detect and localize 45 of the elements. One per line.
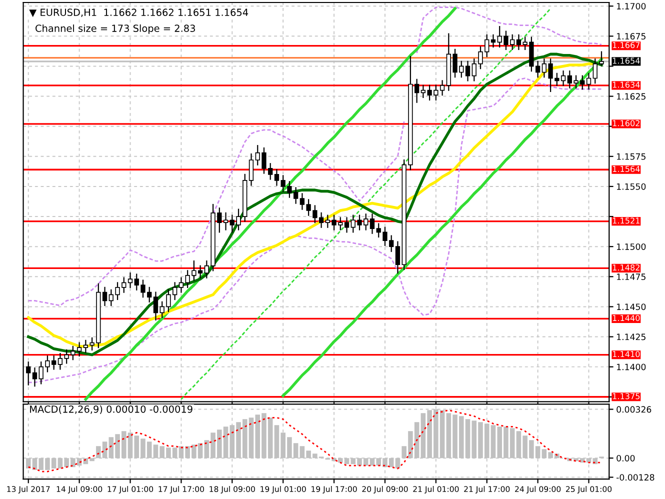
text: Channel size = 173 Slope = 2.83	[36, 24, 195, 34]
ref-line-label: 1.1521	[612, 218, 640, 224]
candlestick	[516, 34, 522, 50]
ref-line-label: 1.1564	[612, 166, 640, 172]
y-tick-label: 1.1625	[617, 93, 646, 100]
ref-line-label: 1.1667	[612, 42, 640, 48]
y-tick-label: 1.1400	[617, 364, 646, 370]
y-tick-label: 1.1575	[617, 153, 646, 160]
y-tick-label: 0.00	[616, 454, 635, 462]
y-tick-label: 1.1450	[617, 304, 646, 310]
ref-line-label: 1.1410	[612, 351, 640, 358]
candlestick	[223, 212, 228, 230]
candlestick	[344, 217, 350, 233]
candlestick	[26, 361, 31, 386]
y-tick-label: 0.00326	[616, 406, 652, 413]
candlestick	[58, 353, 63, 370]
candlestick	[586, 72, 592, 90]
ref-line-label: 1.1602	[612, 120, 640, 126]
candlestick	[490, 34, 496, 48]
line-series	[28, 78, 602, 384]
ref-line-label: 1.1654	[612, 58, 640, 64]
ref-line-label: 1.1634	[612, 82, 640, 88]
line-series	[282, 58, 603, 398]
chart-title: MACD(12,26,9) 0.00010 -0.00019	[30, 405, 192, 414]
ref-line-label: 1.1482	[612, 264, 640, 271]
text: ▼ EURUSD,H1 1.1662 1.1662 1.1651 1.1654	[29, 8, 248, 18]
candlestick	[560, 70, 566, 86]
candlestick	[128, 272, 133, 288]
y-tick-label: 1.1500	[617, 243, 646, 250]
candlestick	[274, 169, 280, 186]
candlestick	[32, 367, 38, 387]
y-tick-label: -0.00128	[616, 474, 654, 481]
candlestick	[248, 153, 254, 186]
candlestick	[153, 292, 158, 320]
candlestick	[102, 286, 108, 306]
y-tick-label: 1.1550	[617, 183, 646, 190]
ref-line-label: 1.1440	[612, 314, 640, 322]
y-tick-label: 1.1675	[617, 33, 646, 40]
y-tick-label: 1.1475	[617, 274, 646, 280]
candlestick	[465, 60, 470, 82]
y-tick-label: 1.1425	[617, 334, 646, 340]
candlestick	[395, 241, 400, 274]
y-tick-label: 1.1700	[617, 2, 646, 10]
candlestick	[370, 214, 375, 234]
ref-line-label: 1.1375	[612, 393, 640, 400]
